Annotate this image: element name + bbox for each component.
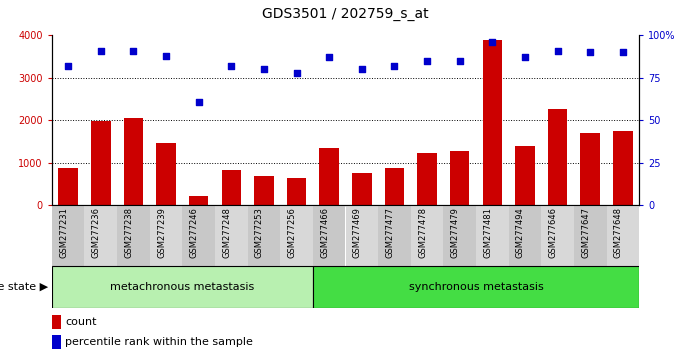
Bar <box>352 173 372 205</box>
Text: GDS3501 / 202759_s_at: GDS3501 / 202759_s_at <box>262 7 429 21</box>
Point <box>520 55 531 60</box>
Bar <box>150 205 182 266</box>
Point <box>258 67 269 72</box>
Point <box>128 48 139 53</box>
Text: GSM277239: GSM277239 <box>157 207 166 258</box>
Bar <box>52 335 61 348</box>
Bar <box>247 205 281 266</box>
Bar <box>313 205 346 266</box>
Bar <box>450 150 469 205</box>
Bar <box>515 146 535 205</box>
Text: GSM277481: GSM277481 <box>483 207 492 258</box>
Bar <box>281 205 313 266</box>
Point <box>226 63 237 69</box>
Bar <box>548 109 567 205</box>
Text: GSM277647: GSM277647 <box>581 207 590 258</box>
Bar <box>313 266 639 308</box>
Bar <box>117 205 150 266</box>
Bar <box>476 205 509 266</box>
Bar <box>182 205 215 266</box>
Text: GSM277646: GSM277646 <box>549 207 558 258</box>
Bar <box>58 168 78 205</box>
Text: GSM277236: GSM277236 <box>92 207 101 258</box>
Text: GSM277246: GSM277246 <box>189 207 198 258</box>
Point <box>323 55 334 60</box>
Point <box>389 63 400 69</box>
Text: percentile rank within the sample: percentile rank within the sample <box>65 337 253 347</box>
Bar <box>378 205 410 266</box>
Bar <box>222 171 241 205</box>
Bar <box>124 118 143 205</box>
Bar <box>52 266 313 308</box>
Point <box>63 63 74 69</box>
Text: GSM277469: GSM277469 <box>353 207 362 258</box>
Text: GSM277466: GSM277466 <box>320 207 329 258</box>
Text: GSM277477: GSM277477 <box>386 207 395 258</box>
Text: synchronous metastasis: synchronous metastasis <box>408 282 543 292</box>
Text: disease state ▶: disease state ▶ <box>0 282 48 292</box>
Text: metachronous metastasis: metachronous metastasis <box>111 282 254 292</box>
Point <box>585 50 596 55</box>
Text: GSM277494: GSM277494 <box>516 207 525 258</box>
Text: GSM277256: GSM277256 <box>287 207 296 258</box>
Bar <box>385 169 404 205</box>
Bar <box>52 205 84 266</box>
Text: GSM277648: GSM277648 <box>614 207 623 258</box>
Bar <box>574 205 607 266</box>
Bar <box>189 196 209 205</box>
Point <box>357 67 368 72</box>
Bar <box>482 40 502 205</box>
Bar <box>91 121 111 205</box>
Text: GSM277238: GSM277238 <box>124 207 133 258</box>
Text: GSM277253: GSM277253 <box>255 207 264 258</box>
Point <box>422 58 433 64</box>
Bar <box>287 178 306 205</box>
Bar <box>444 205 476 266</box>
Bar <box>215 205 247 266</box>
Point <box>160 53 171 59</box>
Text: count: count <box>65 318 97 327</box>
Text: GSM277478: GSM277478 <box>418 207 427 258</box>
Point <box>193 99 204 104</box>
Bar <box>319 148 339 205</box>
Point <box>454 58 465 64</box>
Point <box>291 70 302 76</box>
Bar <box>509 205 541 266</box>
Text: GSM277479: GSM277479 <box>451 207 460 258</box>
Bar <box>613 131 633 205</box>
Bar <box>52 315 61 329</box>
Bar <box>84 205 117 266</box>
Point <box>486 39 498 45</box>
Text: GSM277231: GSM277231 <box>59 207 68 258</box>
Text: GSM277248: GSM277248 <box>223 207 231 258</box>
Bar <box>156 143 176 205</box>
Bar <box>541 205 574 266</box>
Bar <box>417 153 437 205</box>
Bar <box>607 205 639 266</box>
Bar <box>254 176 274 205</box>
Point <box>95 48 106 53</box>
Bar <box>580 133 600 205</box>
Point <box>617 50 628 55</box>
Bar <box>346 205 378 266</box>
Point <box>552 48 563 53</box>
Bar <box>410 205 444 266</box>
